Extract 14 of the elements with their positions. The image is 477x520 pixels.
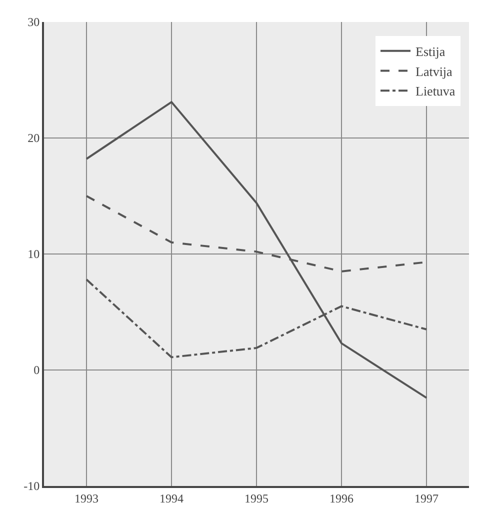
x-tick-label: 1993: [74, 491, 98, 506]
x-tick-label: 1995: [244, 491, 268, 506]
y-tick-label: 30: [28, 15, 40, 30]
x-tick-label: 1996: [330, 491, 354, 506]
y-tick-label: 20: [28, 131, 40, 146]
y-tick-label: -10: [24, 479, 40, 494]
y-tick-label: 0: [34, 363, 40, 378]
x-tick-label: 1994: [160, 491, 184, 506]
legend-label: Latvija: [416, 64, 453, 79]
legend-label: Lietuva: [416, 84, 456, 99]
legend-label: Estija: [416, 44, 446, 59]
y-tick-label: 10: [28, 247, 40, 262]
x-tick-label: 1997: [414, 491, 438, 506]
line-series: [86, 101, 428, 399]
